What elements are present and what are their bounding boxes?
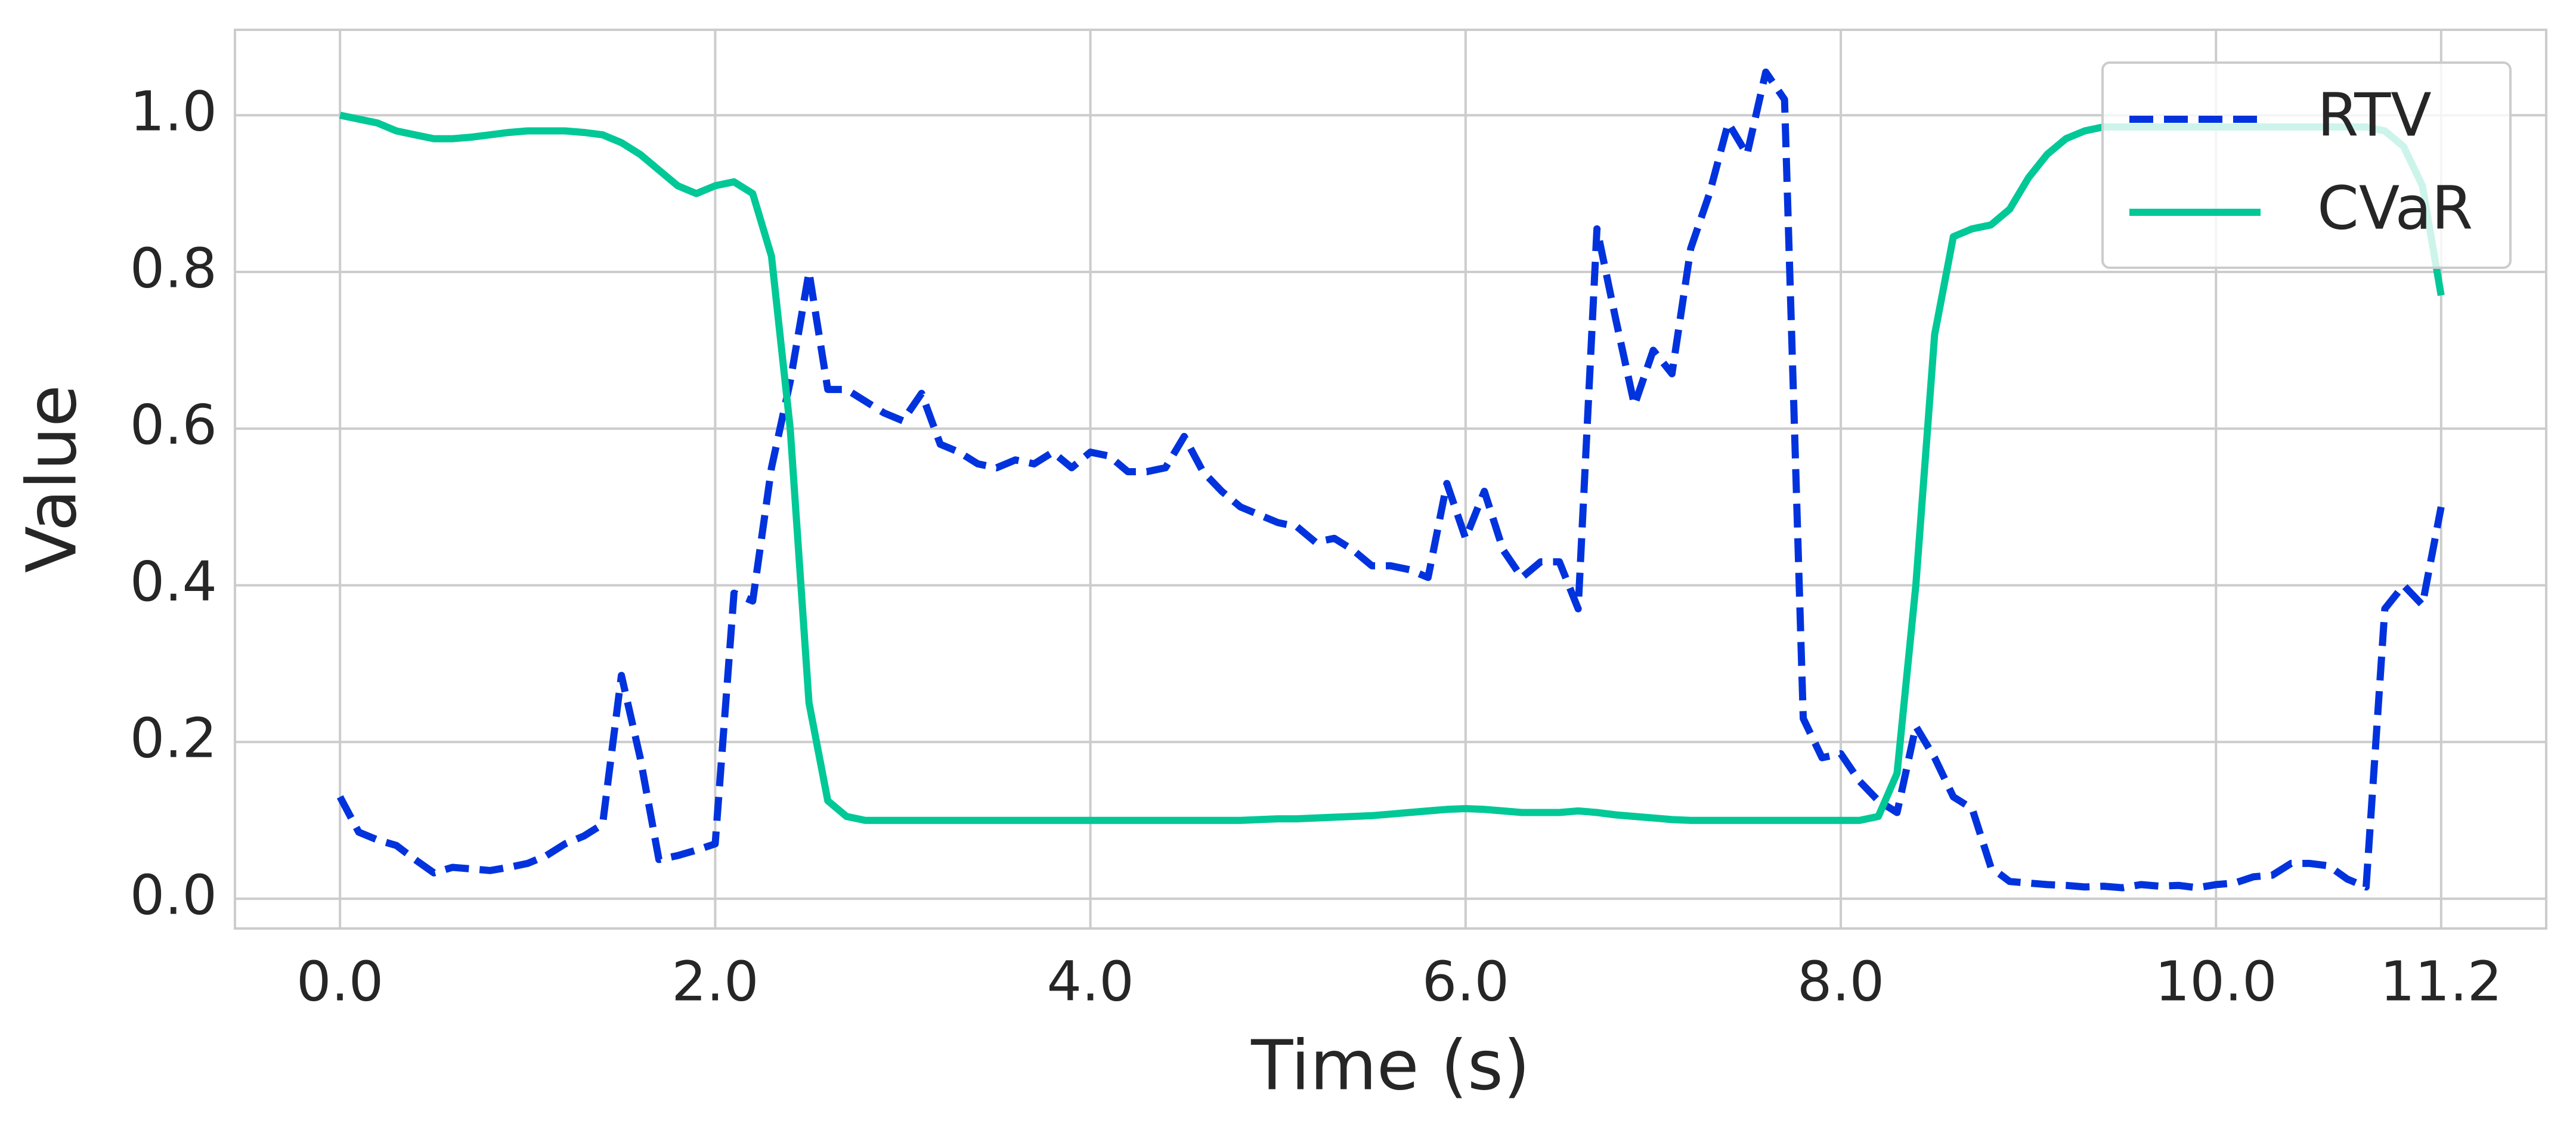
x-tick-label: 4.0 — [1046, 949, 1134, 1013]
x-tick-label: 8.0 — [1797, 949, 1884, 1013]
legend: RTV CVaR — [2101, 61, 2512, 269]
y-tick-label: 1.0 — [130, 80, 217, 144]
legend-label: RTV — [2317, 80, 2432, 150]
legend-box — [2101, 61, 2512, 269]
line-series — [339, 112, 2445, 824]
y-tick-label: 0.6 — [130, 393, 217, 457]
y-tick-label: 0.4 — [130, 550, 217, 614]
x-tick-label: 2.0 — [671, 949, 758, 1013]
legend-label: CVaR — [2317, 173, 2473, 243]
x-tick-label: 11.2 — [2380, 949, 2502, 1013]
x-tick-label: 0.0 — [296, 949, 383, 1013]
x-tick-label: 6.0 — [1422, 949, 1509, 1013]
y-tick-label: 0.0 — [130, 863, 217, 927]
y-tick-label: 0.2 — [130, 707, 217, 770]
y-tick-label: 0.8 — [130, 236, 217, 300]
x-axis-label: Time (s) — [1250, 1026, 1530, 1106]
y-axis-label: Value — [13, 385, 92, 573]
line-series — [336, 68, 2445, 892]
plot-frame — [234, 29, 2547, 930]
x-tick-label: 10.0 — [2155, 949, 2277, 1013]
